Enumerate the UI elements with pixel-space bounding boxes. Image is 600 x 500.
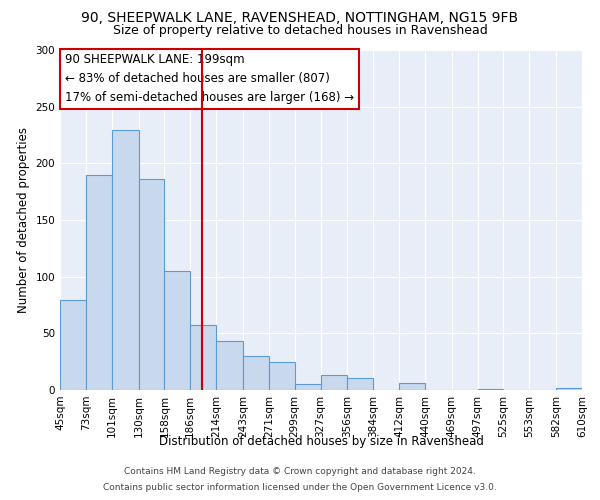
Text: 90, SHEEPWALK LANE, RAVENSHEAD, NOTTINGHAM, NG15 9FB: 90, SHEEPWALK LANE, RAVENSHEAD, NOTTINGH… [82,11,518,25]
Bar [190,326,216,390]
Bar [556,388,582,390]
Text: Distribution of detached houses by size in Ravenshead: Distribution of detached houses by size … [158,435,484,448]
Bar [243,356,269,390]
Bar [347,378,373,390]
Bar [86,174,112,390]
Bar [478,389,503,390]
Text: Contains public sector information licensed under the Open Government Licence v3: Contains public sector information licen… [103,482,497,492]
Bar [320,376,347,390]
Y-axis label: Number of detached properties: Number of detached properties [17,127,30,313]
Text: Contains HM Land Registry data © Crown copyright and database right 2024.: Contains HM Land Registry data © Crown c… [124,468,476,476]
Bar [60,300,86,390]
Bar [295,384,320,390]
Bar [112,130,139,390]
Bar [216,342,243,390]
Bar [399,383,425,390]
Bar [269,362,295,390]
Text: 90 SHEEPWALK LANE: 199sqm
← 83% of detached houses are smaller (807)
17% of semi: 90 SHEEPWALK LANE: 199sqm ← 83% of detac… [65,54,355,104]
Text: Size of property relative to detached houses in Ravenshead: Size of property relative to detached ho… [113,24,487,37]
Bar [164,271,190,390]
Bar [139,179,164,390]
